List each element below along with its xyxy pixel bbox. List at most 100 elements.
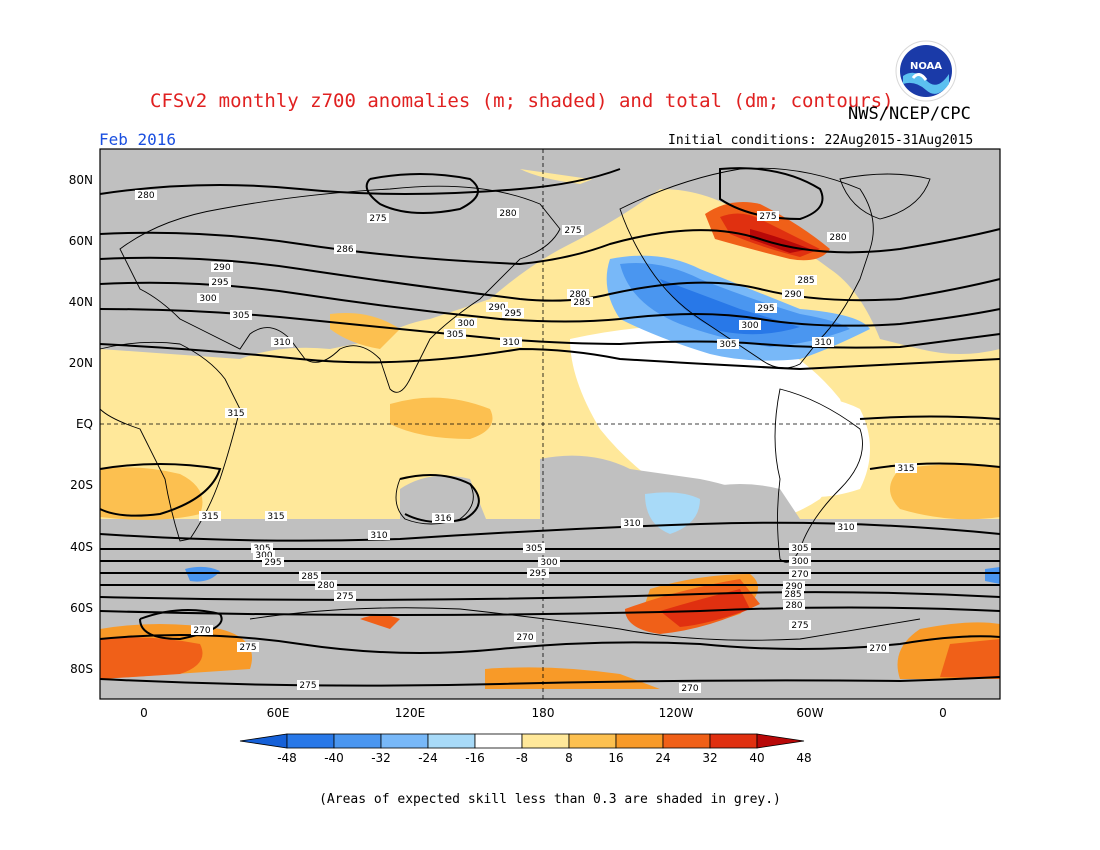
contour-label-background bbox=[368, 530, 390, 540]
contour-label: 280 bbox=[135, 190, 157, 201]
contour-label-text: 305 bbox=[719, 340, 736, 350]
contour-label: 280 bbox=[827, 232, 849, 243]
grey-skill-areas bbox=[100, 149, 1000, 699]
contour-label-text: 286 bbox=[336, 245, 353, 255]
contour-label-text: 315 bbox=[227, 409, 244, 419]
contour-label-background bbox=[432, 513, 454, 523]
colorbar-box bbox=[615, 733, 664, 749]
contour-label-text: 275 bbox=[239, 643, 256, 653]
contour-label-background bbox=[262, 557, 284, 567]
colorbar-box bbox=[380, 733, 429, 749]
contour-label-background bbox=[523, 543, 545, 553]
lon-label-120e: 120E bbox=[395, 706, 426, 720]
contour-label: 310 bbox=[812, 337, 834, 348]
lon-label-120w: 120W bbox=[659, 706, 694, 720]
colorbar-tick-label: 16 bbox=[608, 751, 623, 765]
contour-label-text: 290 bbox=[488, 303, 505, 313]
contour-label-background bbox=[334, 244, 356, 254]
contour-label-background bbox=[567, 289, 589, 299]
contour-label-background bbox=[514, 632, 536, 642]
colorbar-box bbox=[568, 733, 617, 749]
colorbar-arrow-high bbox=[756, 733, 805, 749]
contour-label-text: 295 bbox=[264, 558, 281, 568]
contour-label-text: 310 bbox=[273, 338, 290, 348]
lat-label-80s: 80S bbox=[70, 662, 93, 676]
colorbar-tick-label: -8 bbox=[516, 751, 528, 765]
contour-label: 295 bbox=[527, 568, 549, 579]
contour-label: 315 bbox=[265, 511, 287, 522]
lat-label-eq: EQ bbox=[76, 417, 93, 431]
contour-label-background bbox=[835, 522, 857, 532]
forecast-month: Feb 2016 bbox=[99, 130, 177, 149]
lon-label-180: 180 bbox=[532, 706, 555, 720]
contour-label-background bbox=[502, 308, 524, 318]
contour-label-text: 300 bbox=[255, 551, 272, 561]
contour-label-background bbox=[757, 211, 779, 221]
coast-antarctica bbox=[249, 607, 921, 641]
contour-label: 290 bbox=[783, 581, 805, 592]
contour-label: 285 bbox=[299, 571, 321, 582]
contour-label: 315 bbox=[895, 463, 917, 474]
contour-label-background bbox=[789, 569, 811, 579]
coast-greenland bbox=[839, 173, 931, 220]
white-anomaly-south-america bbox=[760, 395, 870, 497]
contour-label-text: 310 bbox=[814, 338, 831, 348]
colorbar: -48 -40 -32 -24 -16 -8 8 16 24 32 40 48 bbox=[239, 733, 812, 765]
contour-label: 280 bbox=[783, 600, 805, 611]
contour-label-text: 300 bbox=[540, 558, 557, 568]
contour-label-text: 280 bbox=[569, 290, 586, 300]
contour-label: 315 bbox=[199, 511, 221, 522]
contour-label-text: 316 bbox=[434, 514, 451, 524]
colorbar-box bbox=[427, 733, 476, 749]
contour-label-background bbox=[527, 568, 549, 578]
contour-label: 305 bbox=[789, 543, 811, 554]
contour-label: 270 bbox=[789, 569, 811, 580]
lat-label-60s: 60S bbox=[70, 601, 93, 615]
contour-label: 286 bbox=[334, 244, 356, 255]
contour-label-text: 270 bbox=[791, 570, 808, 580]
contour-label: 300 bbox=[538, 557, 560, 568]
contour-label-text: 305 bbox=[446, 330, 463, 340]
noaa-logo-text: NOAA bbox=[910, 61, 942, 72]
contour-label: 295 bbox=[755, 303, 777, 314]
contour-label: 310 bbox=[271, 337, 293, 348]
contour-label-text: 280 bbox=[137, 191, 154, 201]
contour-label-text: 275 bbox=[759, 212, 776, 222]
colorbar-box bbox=[662, 733, 711, 749]
contour-label-text: 275 bbox=[369, 214, 386, 224]
contour-label-text: 290 bbox=[785, 582, 802, 592]
lon-label-60e: 60E bbox=[267, 706, 290, 720]
colorbar-tick-label: -24 bbox=[418, 751, 438, 765]
contour-label: 300 bbox=[789, 556, 811, 567]
contour-label: 305 bbox=[444, 329, 466, 340]
colorbar-tick-label: 24 bbox=[655, 751, 670, 765]
contour-label: 305 bbox=[251, 543, 273, 554]
contour-label-background bbox=[783, 600, 805, 610]
colorbar-tick-label: -48 bbox=[277, 751, 297, 765]
contour-label-text: 305 bbox=[232, 311, 249, 321]
contour-label-background bbox=[827, 232, 849, 242]
contour-label: 280 bbox=[567, 289, 589, 300]
lat-label-20n: 20N bbox=[69, 356, 93, 370]
contour-label: 310 bbox=[835, 522, 857, 533]
contour-label-background bbox=[789, 556, 811, 566]
contour-label-background bbox=[486, 302, 508, 312]
reference-lines bbox=[100, 149, 1000, 699]
contour-label-background bbox=[795, 275, 817, 285]
contour-label: 300 bbox=[253, 550, 275, 561]
height-contours bbox=[99, 167, 1001, 687]
contour-label-text: 310 bbox=[623, 519, 640, 529]
colorbar-tick-label: -16 bbox=[465, 751, 485, 765]
contour-label-background bbox=[679, 683, 701, 693]
contour-label: 285 bbox=[571, 297, 593, 308]
map-title: CFSv2 monthly z700 anomalies (m; shaded)… bbox=[150, 90, 894, 112]
agency-label: NWS/NCEP/CPC bbox=[848, 104, 971, 124]
contour-label-background bbox=[500, 337, 522, 347]
lat-label-40n: 40N bbox=[69, 295, 93, 309]
contour-label-text: 300 bbox=[457, 319, 474, 329]
contour-label-background bbox=[455, 318, 477, 328]
initial-conditions: Initial conditions: 22Aug2015-31Aug2015 bbox=[668, 133, 974, 148]
colorbar-tick-label: 8 bbox=[565, 751, 573, 765]
contour-label-text: 290 bbox=[784, 290, 801, 300]
